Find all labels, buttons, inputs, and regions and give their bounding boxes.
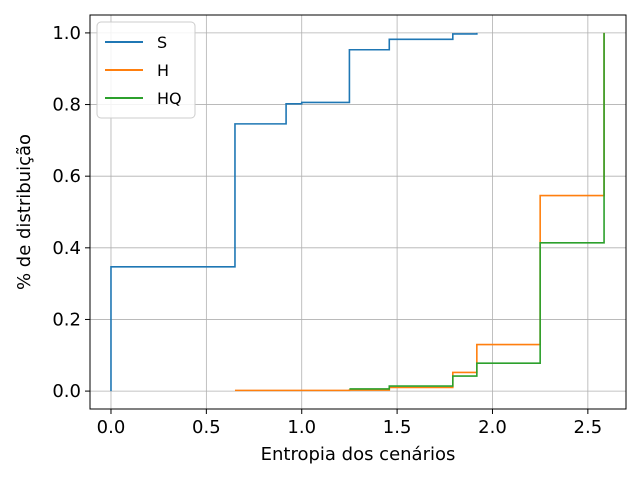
series-lines	[110, 32, 605, 392]
legend-label: HQ	[157, 89, 182, 108]
axis-ticks: 0.0 0.5 1.0 1.5 2.0 2.5 0.0 0.2 0.4 0.6 0.8 1.0	[52, 23, 602, 438]
plot-frame	[89, 14, 627, 410]
x-tick-label: 0.0	[97, 417, 126, 438]
y-tick-label: 0.8	[52, 95, 81, 116]
legend-label: S	[157, 33, 167, 52]
y-tick-label: 1.0	[52, 23, 81, 44]
legend-box	[96, 21, 196, 119]
series-line-hq	[349, 32, 605, 390]
x-axis-label: Entropia dos cenários	[261, 444, 456, 465]
series-line-h	[234, 32, 605, 392]
x-tick-label: 1.0	[287, 417, 316, 438]
series-line-s	[110, 32, 478, 392]
y-tick-label: 0.0	[52, 381, 81, 402]
x-tick-label: 2.5	[574, 417, 603, 438]
x-tick-label: 0.5	[192, 417, 221, 438]
y-tick-label: 0.6	[52, 166, 81, 187]
x-tick-label: 2.0	[478, 417, 507, 438]
grid-lines	[90, 15, 626, 409]
y-tick-label: 0.4	[52, 238, 81, 259]
legend: SH HQ	[96, 21, 196, 119]
x-tick-label: 1.5	[383, 417, 412, 438]
y-axis-label: % de distribuição	[14, 134, 35, 290]
y-tick-label: 0.2	[52, 309, 81, 330]
legend-label: H	[157, 61, 169, 80]
